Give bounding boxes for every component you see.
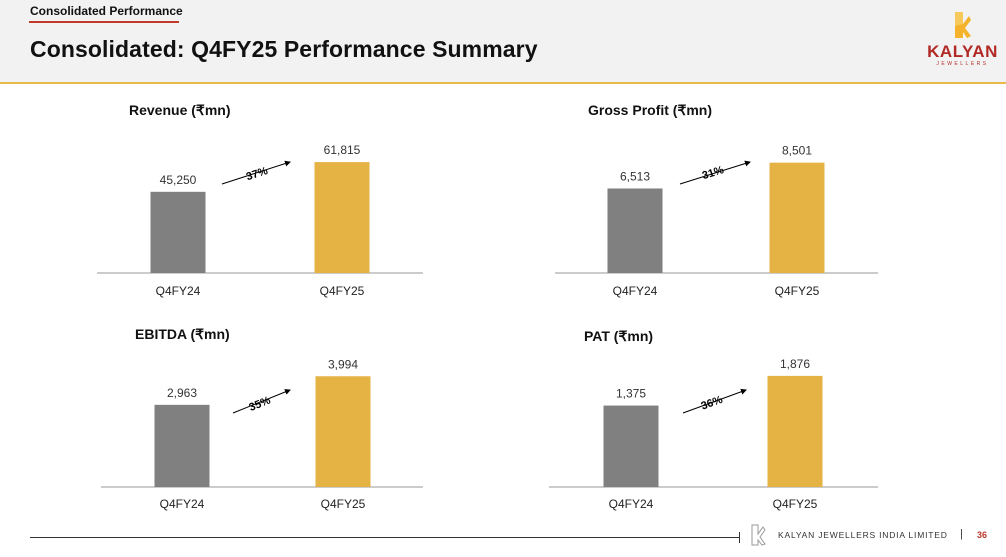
- gross-profit-category-label: Q4FY25: [775, 284, 820, 298]
- pat-category-label: Q4FY25: [773, 497, 818, 511]
- gross-profit-bar-q4fy25: [769, 162, 825, 273]
- footer-separator: |: [960, 528, 963, 540]
- chart-title-pat: PAT (₹mn): [584, 328, 654, 344]
- section-underline: [29, 21, 179, 23]
- gross-profit-value-label: 8,501: [782, 144, 812, 158]
- revenue-value-label: 45,250: [160, 173, 197, 187]
- pat-growth-arrow: [682, 388, 747, 414]
- pat-bar-q4fy24: [603, 405, 659, 487]
- revenue-value-label: 61,815: [324, 143, 361, 157]
- header-divider: [0, 82, 1006, 84]
- pat-value-label: 1,375: [616, 387, 646, 401]
- pat-growth-label: 36%: [700, 394, 725, 413]
- ebitda-growth-arrow: [232, 389, 291, 414]
- footer-company: KALYAN JEWELLERS INDIA LIMITED: [778, 530, 948, 540]
- company-logo: KALYAN JEWELLERS: [925, 12, 1000, 68]
- ebitda-category-label: Q4FY24: [160, 497, 205, 511]
- logo-k-icon: [955, 12, 971, 38]
- ebitda-category-label: Q4FY25: [321, 497, 366, 511]
- chart-title-revenue: Revenue (₹mn): [129, 102, 231, 118]
- footer-line: [30, 537, 740, 538]
- footer-tick: [739, 532, 740, 543]
- ebitda-bar-q4fy24: [154, 404, 210, 487]
- chart-title-gross-profit: Gross Profit (₹mn): [588, 102, 713, 118]
- ebitda-value-label: 2,963: [167, 386, 197, 400]
- revenue-category-label: Q4FY25: [320, 284, 365, 298]
- ebitda-bar-q4fy25: [315, 376, 371, 487]
- revenue-category-label: Q4FY24: [156, 284, 201, 298]
- gross-profit-category-label: Q4FY24: [613, 284, 658, 298]
- logo-name: KALYAN: [927, 42, 998, 61]
- gross-profit-growth-arrow: [679, 160, 751, 185]
- ebitda-growth-label: 35%: [247, 394, 272, 413]
- pat-category-label: Q4FY24: [609, 497, 654, 511]
- pat-value-label: 1,876: [780, 357, 810, 371]
- page-number: 36: [977, 530, 988, 540]
- gross-profit-value-label: 6,513: [620, 169, 650, 183]
- gross-profit-bar-q4fy24: [607, 188, 663, 273]
- header-bar: [0, 0, 1006, 82]
- revenue-bar-q4fy24: [150, 191, 206, 273]
- ebitda-value-label: 3,994: [328, 357, 358, 371]
- gross-profit-growth-label: 31%: [701, 164, 726, 182]
- pat-bar-q4fy25: [767, 375, 823, 487]
- chart-title-ebitda: EBITDA (₹mn): [135, 326, 230, 342]
- logo-subtitle: JEWELLERS: [936, 61, 989, 67]
- revenue-bar-q4fy25: [314, 162, 370, 273]
- page-title: Consolidated: Q4FY25 Performance Summary: [30, 36, 538, 62]
- revenue-growth-label: 37%: [245, 165, 270, 183]
- section-label: Consolidated Performance: [30, 4, 183, 18]
- footer-logo-icon: [751, 524, 766, 546]
- revenue-growth-arrow: [221, 160, 291, 185]
